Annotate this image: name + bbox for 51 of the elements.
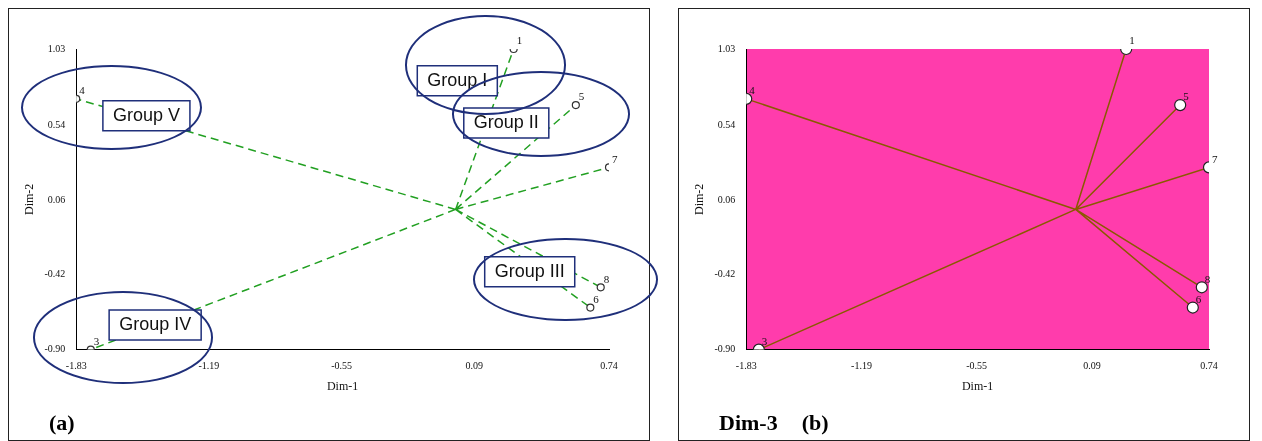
- series-label: 4: [749, 84, 756, 97]
- series-label: 3: [761, 334, 768, 347]
- point: [571, 100, 580, 110]
- y-tick-label: 0.54: [717, 118, 736, 130]
- series-label: 1: [516, 34, 523, 47]
- series-label: 6: [593, 292, 600, 305]
- series-label: 7: [1212, 152, 1218, 165]
- y-tick-label: 1.03: [47, 42, 66, 54]
- y-axis-title: Dim-2: [22, 183, 37, 215]
- y-tick-label: -0.42: [44, 268, 66, 280]
- annotation: Group V: [112, 104, 180, 125]
- x-tick-label: -0.55: [966, 360, 988, 372]
- x-tick-label: -1.19: [851, 360, 872, 372]
- point: [1174, 98, 1187, 112]
- y-tick-label: -0.90: [44, 343, 66, 355]
- series-label: 5: [578, 90, 585, 103]
- y-tick-label: 1.03: [717, 42, 736, 54]
- annotation: Group IV: [119, 313, 192, 334]
- y-tick-label: 0.06: [47, 193, 66, 205]
- y-axis-title: Dim-2: [692, 183, 707, 215]
- x-axis-title: Dim-1: [326, 378, 359, 393]
- x-tick-label: -1.83: [735, 360, 757, 372]
- point: [586, 303, 595, 312]
- y-tick-label: -0.90: [714, 343, 736, 355]
- series-label: 1: [1129, 34, 1135, 47]
- x-tick-label: 0.09: [465, 360, 483, 372]
- annotation: Group II: [473, 112, 539, 133]
- y-tick-label: -0.42: [714, 268, 736, 280]
- annotation: Group III: [494, 260, 565, 281]
- text: Dim-3: [719, 410, 778, 436]
- point: [1195, 281, 1208, 294]
- x-axis-title: Dim-1: [961, 378, 994, 393]
- series-label: 7: [612, 152, 618, 165]
- x-tick-label: -1.19: [198, 360, 220, 372]
- series-label: 8: [603, 272, 610, 285]
- text: (a): [49, 410, 75, 436]
- x-tick-label: 0.74: [600, 360, 618, 372]
- series-label: 3: [93, 334, 100, 347]
- y-tick-label: 0.06: [717, 193, 736, 205]
- x-tick-label: -1.83: [65, 360, 87, 372]
- series-label: 8: [1204, 272, 1211, 285]
- point: [1186, 301, 1199, 314]
- series-label: 6: [1195, 292, 1202, 305]
- x-tick-label: 0.74: [1200, 360, 1218, 372]
- x-tick-label: 0.09: [1083, 360, 1101, 372]
- text: (b): [801, 410, 829, 436]
- series-label: 5: [1183, 90, 1190, 103]
- point: [596, 283, 605, 292]
- y-tick-label: 0.54: [47, 118, 66, 130]
- x-tick-label: -0.55: [331, 360, 352, 372]
- series-label: 4: [79, 84, 86, 97]
